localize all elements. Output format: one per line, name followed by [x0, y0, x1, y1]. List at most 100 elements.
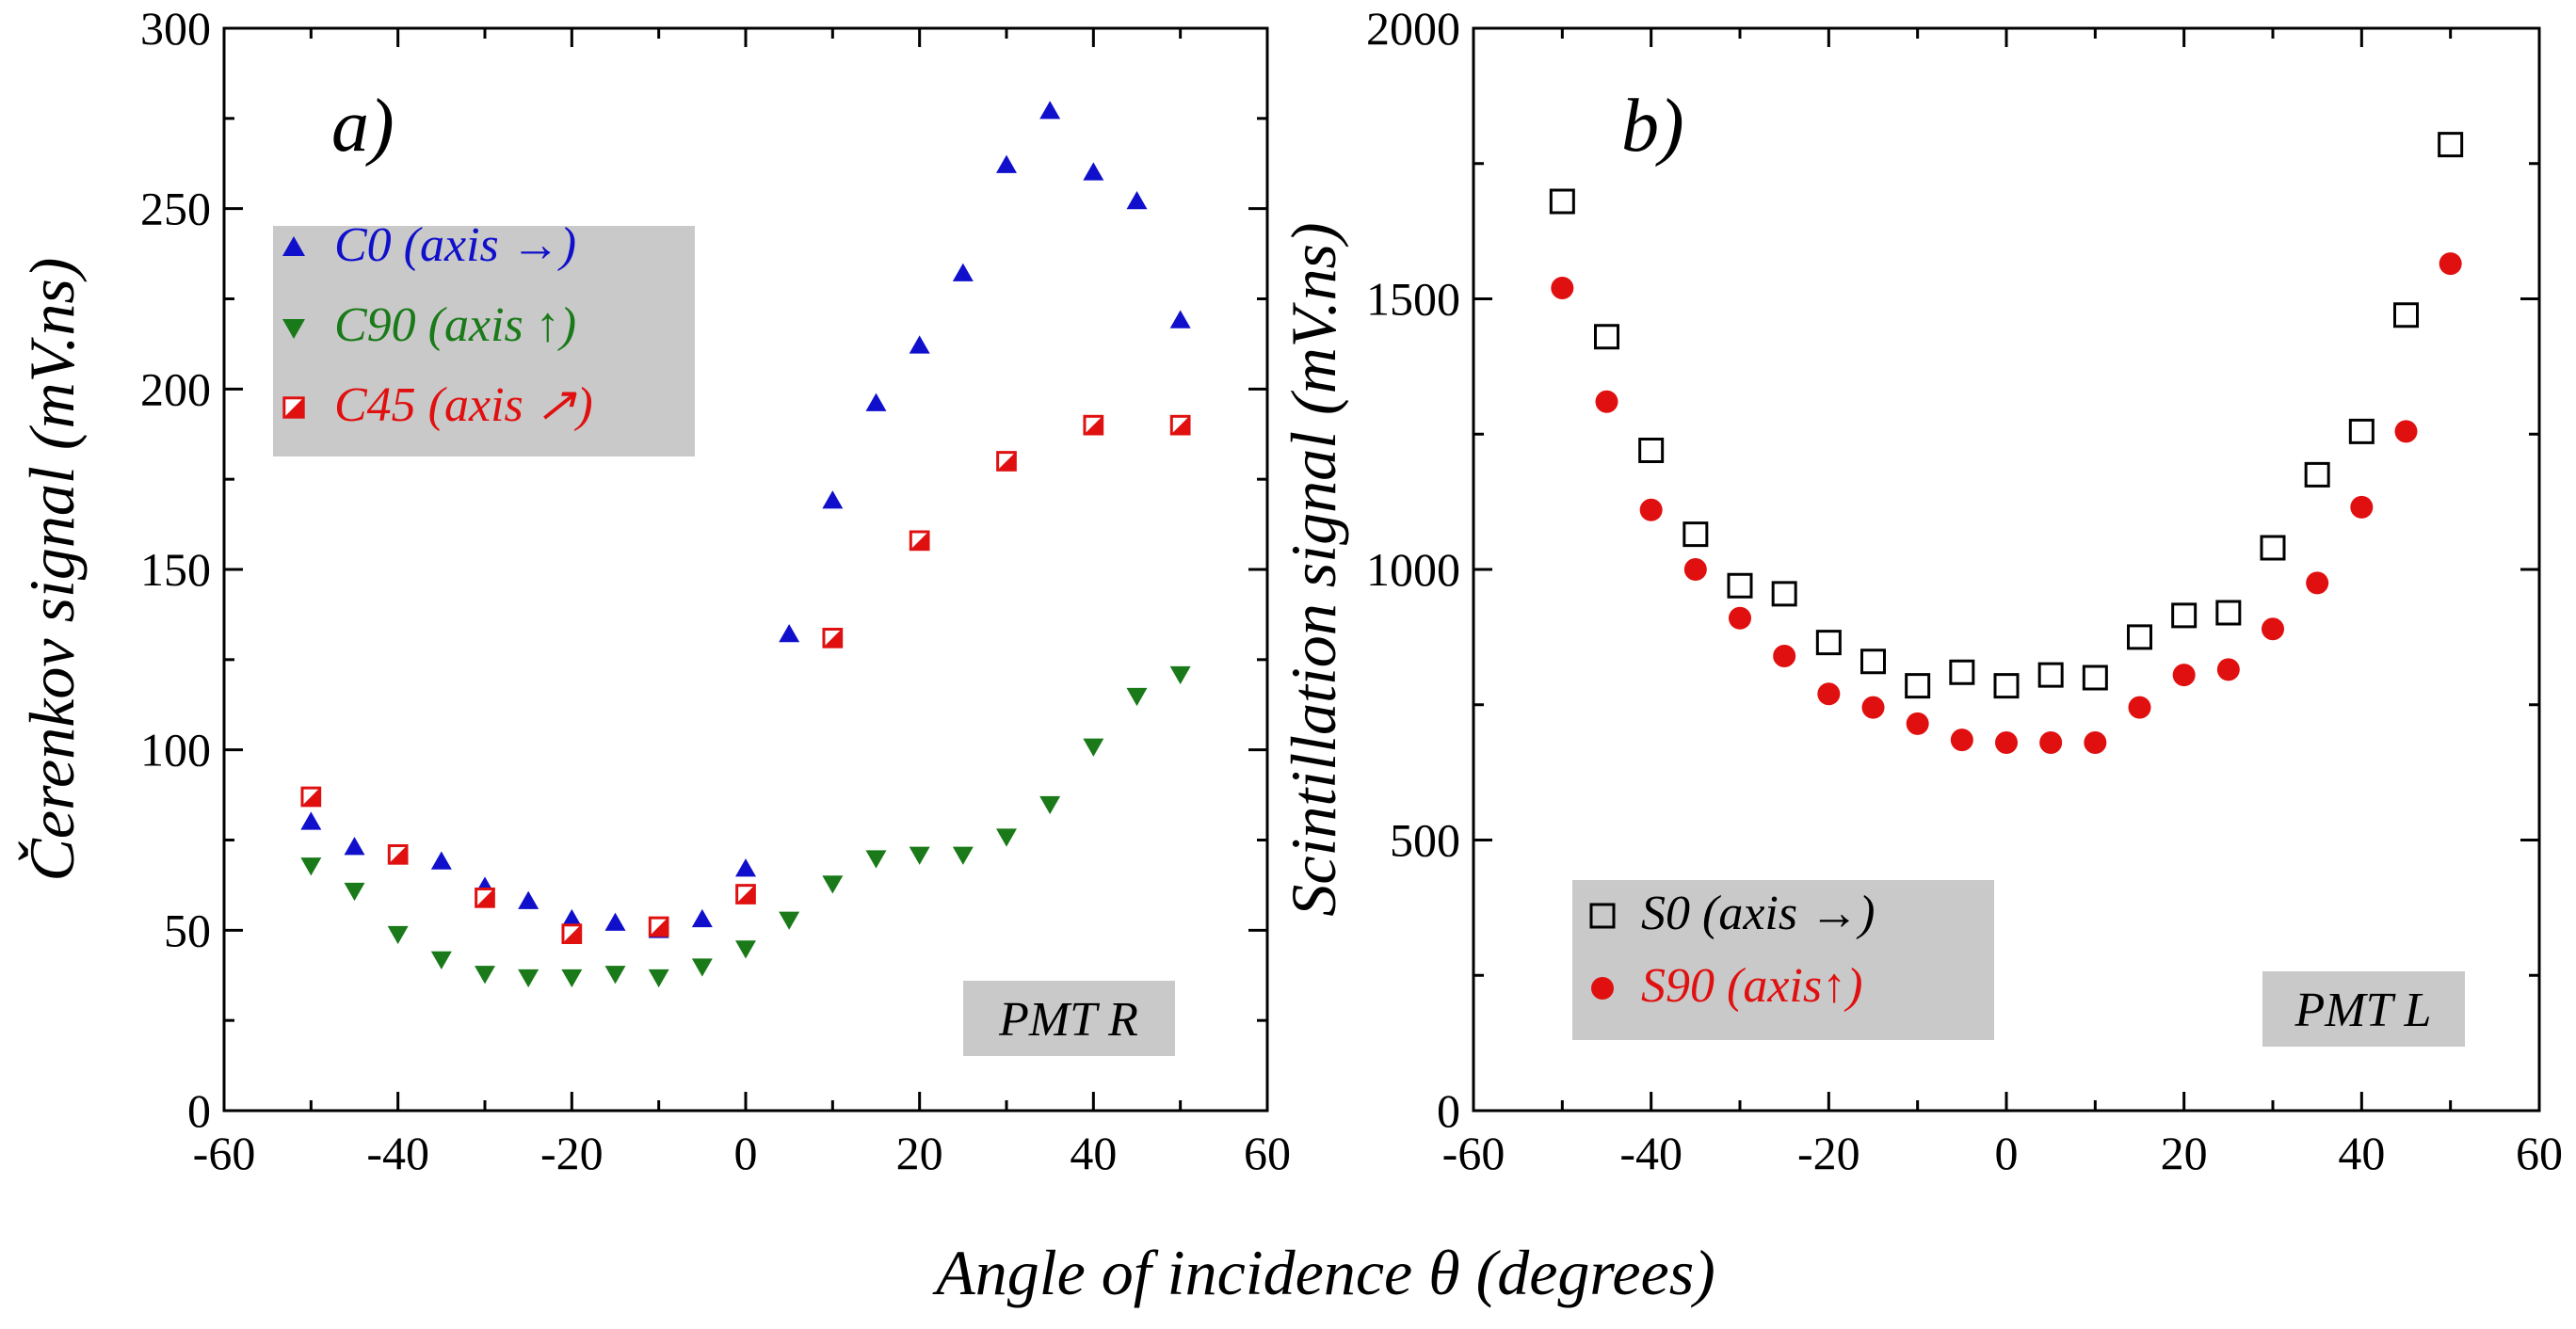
panel-a-x-tick-label: -40 — [366, 1127, 429, 1179]
data-point-s90 — [1773, 645, 1796, 667]
panel-a-y-tick-label: 300 — [140, 2, 211, 55]
data-point-c90 — [909, 846, 930, 865]
data-point-s0 — [1993, 673, 2020, 699]
panel-b-y-axis-label: Scintillation signal (mV.ns) — [1278, 222, 1349, 916]
data-point-c0 — [1169, 310, 1191, 328]
data-point-s0 — [1860, 648, 1886, 675]
data-point-c45 — [1169, 414, 1191, 436]
panel-a-y-tick-label: 200 — [140, 362, 211, 415]
data-point-c90 — [648, 969, 669, 988]
data-point-c90 — [952, 846, 974, 865]
data-point-c0 — [300, 811, 322, 830]
data-point-c45 — [909, 530, 930, 552]
data-point-s0 — [1549, 188, 1575, 215]
data-point-s0 — [2082, 664, 2108, 691]
data-point-c45 — [387, 843, 409, 865]
legend-marker-c90 — [282, 319, 305, 339]
data-point-s0 — [1638, 438, 1665, 463]
data-point-s90 — [1995, 731, 2018, 754]
legend-label-c45: C45 (axis ↗) — [334, 378, 593, 432]
data-point-c0 — [952, 263, 974, 281]
data-point-s90 — [1551, 277, 1574, 299]
panel-b-legend: S0 (axis →) S90 (axis↑) — [1572, 880, 1994, 1040]
panel-b-y-tick-label: 0 — [1437, 1084, 1460, 1137]
legend-entry-s90: S90 (axis↑) — [1591, 959, 1862, 1013]
series-c45 — [300, 414, 1191, 945]
legend-label-c0: C0 (axis →) — [334, 218, 576, 272]
panel-b-pmt-box — [2262, 971, 2465, 1047]
data-point-s0 — [1949, 659, 1975, 685]
data-point-s90 — [2350, 495, 2374, 519]
panel-b-pmt-badge: PMT L — [2262, 971, 2465, 1047]
data-point-c90 — [691, 958, 713, 977]
panel-b-x-tick-label: 0 — [1995, 1127, 2019, 1179]
data-point-s0 — [2260, 535, 2286, 561]
panel-b-y-tick-label: 2000 — [1366, 2, 1460, 55]
data-point-s90 — [1595, 390, 1618, 413]
legend-marker-s0 — [1589, 903, 1616, 929]
data-point-s90 — [2439, 252, 2462, 276]
panel-a-x-tick-label: -20 — [540, 1127, 604, 1179]
panel-b-x-tick-label: -40 — [1619, 1127, 1682, 1179]
panel-a-y-tick-label: 100 — [140, 724, 211, 777]
data-point-s0 — [2127, 624, 2152, 650]
panel-b-ticks: -60 -40 -20 0 20 40 60 0 500 1000 1500 2000 — [1366, 2, 2563, 1179]
data-point-c90 — [822, 875, 844, 894]
data-point-c0 — [735, 858, 756, 877]
legend-label-c90: C90 (axis ↑) — [334, 298, 576, 352]
panel-b-x-tick-label: -60 — [1442, 1127, 1505, 1179]
panel-a-pmt-badge: PMT R — [963, 981, 1175, 1056]
series-s0 — [1549, 132, 2464, 699]
data-point-s90 — [1906, 712, 1929, 735]
panel-a-pmt-box — [963, 981, 1175, 1056]
panel-a-data-points — [300, 101, 1191, 988]
data-point-c90 — [996, 828, 1017, 847]
data-point-c0 — [604, 912, 626, 931]
panel-a-y-tick-label: 150 — [140, 543, 211, 596]
data-point-s0 — [2304, 461, 2330, 488]
panel-a-y-tick-label: 250 — [140, 183, 211, 235]
data-point-s0 — [2215, 600, 2242, 626]
panel-a-legend: C0 (axis →) C90 (axis ↑) C45 (axis ↗) — [273, 218, 695, 456]
data-point-c45 — [996, 451, 1017, 472]
data-point-s90 — [2216, 658, 2240, 681]
panel-b-legend-box — [1572, 880, 1994, 1040]
data-point-s90 — [2084, 731, 2107, 754]
legend-marker-s90 — [1591, 977, 1614, 1000]
panel-a-y-tick-label: 50 — [164, 904, 211, 956]
legend-entry-c90: C90 (axis ↑) — [282, 298, 576, 352]
series-s90 — [1551, 252, 2462, 754]
shared-x-axis-label: Angle of incidence θ (degrees) — [932, 1237, 1715, 1308]
panel-a-pmt-label: PMT R — [998, 993, 1138, 1047]
data-point-s90 — [1639, 498, 1663, 521]
data-point-s90 — [2262, 617, 2284, 641]
legend-label-s0: S0 (axis →) — [1641, 887, 1875, 940]
data-point-c0 — [430, 851, 452, 870]
data-point-s90 — [1861, 696, 1885, 719]
data-point-c90 — [1169, 665, 1191, 685]
data-point-c90 — [1126, 687, 1148, 707]
data-point-s90 — [1950, 729, 1973, 752]
data-point-c90 — [300, 857, 322, 876]
legend-marker-c0 — [282, 236, 305, 256]
panel-b-y-tick-label: 1500 — [1366, 273, 1460, 326]
panel-b-scintillation-chart: b) Scintillation signal (mV.ns) -60 -40 -2… — [1278, 2, 2563, 1179]
data-point-c0 — [865, 392, 887, 411]
data-point-s90 — [2128, 696, 2151, 719]
data-point-c90 — [779, 911, 800, 930]
panel-b-y-tick-label: 500 — [1390, 814, 1460, 867]
data-point-c90 — [518, 969, 539, 988]
panel-a-cherenkov-chart: a) Čerenkov signal (mV.ns) -60 -40 -20 0 20 4… — [16, 2, 1291, 1179]
data-point-c90 — [561, 969, 583, 988]
data-point-c90 — [604, 966, 626, 985]
data-point-s0 — [2037, 662, 2064, 688]
data-point-c0 — [1126, 191, 1148, 210]
data-point-c90 — [430, 951, 452, 969]
data-point-s0 — [2393, 302, 2419, 328]
data-point-c90 — [1039, 795, 1061, 815]
data-point-s0 — [1771, 581, 1797, 607]
panel-a-y-axis-label: Čerenkov signal (mV.ns) — [16, 258, 88, 882]
data-point-s0 — [1682, 521, 1709, 548]
data-point-c0 — [561, 908, 583, 928]
data-point-s90 — [1683, 558, 1707, 581]
